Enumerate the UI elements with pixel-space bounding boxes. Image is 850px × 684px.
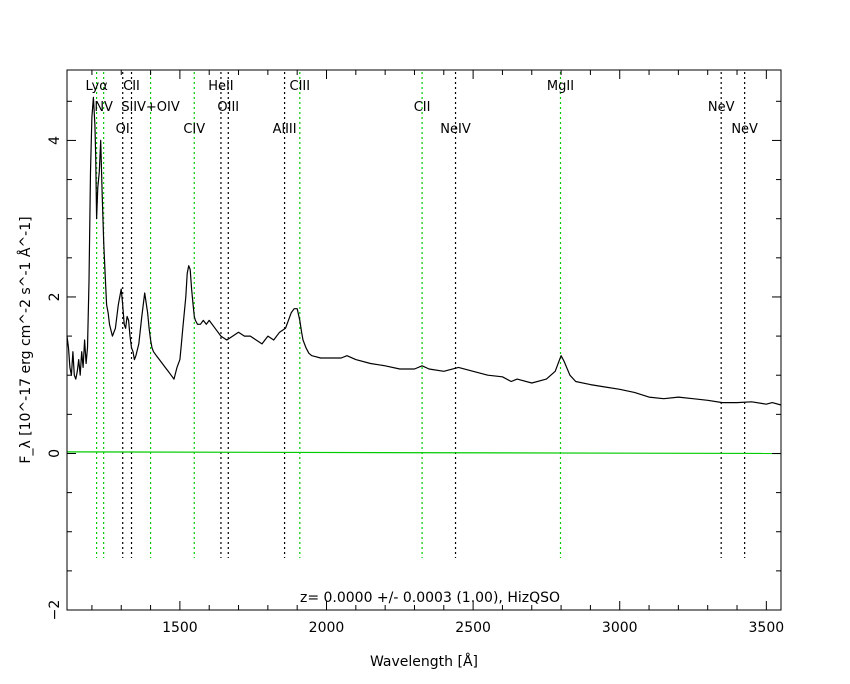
x-tick-label-4: 3500: [749, 620, 785, 636]
y-axis-title: F_λ [10^-17 erg cm^-2 s^-1 Å^-1]: [17, 216, 34, 463]
y-tick-label-2: 2: [47, 292, 63, 301]
series-model: [66, 451, 782, 455]
line-marker-label-13: NeV: [708, 100, 735, 115]
redshift-annotation: z= 0.0000 +/- 0.0003 (1.00), HizQSO: [300, 590, 560, 606]
line-marker-label-10: CII: [414, 100, 431, 115]
line-marker-label-7: OIII: [217, 100, 239, 115]
line-marker-label-9: CIII: [290, 79, 311, 94]
line-marker-label-12: MgII: [547, 79, 574, 94]
x-axis: 1500 2000 2500 3000 3500: [91, 70, 785, 636]
plot-frame: [66, 69, 782, 611]
y-tick-label-0: −2: [47, 600, 63, 621]
line-marker-label-5: CIV: [183, 122, 205, 137]
line-marker-label-0: Lyα: [85, 79, 107, 94]
line-marker-label-4: SiIV+OIV: [121, 100, 180, 115]
line-marker-label-2: OI: [116, 122, 130, 137]
line-marker-label-3: CII: [123, 79, 140, 94]
line-marker-label-8: AlIII: [273, 122, 297, 137]
series-spectrum: [66, 96, 782, 406]
line-marker-label-14: NeV: [731, 122, 758, 137]
x-tick-label-1: 2000: [309, 620, 345, 636]
line-markers: [96, 72, 746, 558]
x-axis-title: Wavelength [Å]: [370, 653, 478, 670]
y-axis: −2 0 2 4: [47, 100, 781, 621]
x-tick-label-0: 1500: [162, 620, 198, 636]
series-layer: [66, 96, 782, 455]
line-marker-label-1: NV: [94, 100, 113, 115]
y-tick-label-3: 4: [47, 136, 63, 145]
line-marker-label-11: NeIV: [440, 122, 471, 137]
x-tick-label-3: 3000: [602, 620, 638, 636]
y-tick-label-1: 0: [47, 449, 63, 458]
line-marker-label-6: HeII: [208, 79, 233, 94]
x-tick-label-2: 2500: [455, 620, 491, 636]
